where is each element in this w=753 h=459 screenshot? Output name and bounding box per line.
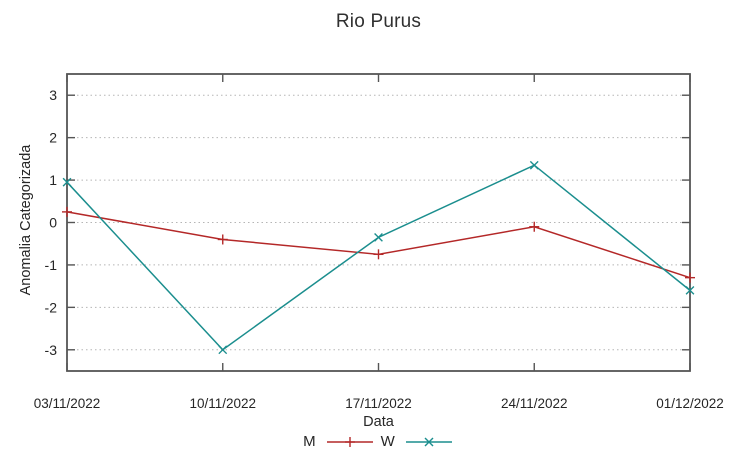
x-axis-title: Data — [363, 414, 394, 430]
chart-title: Rio Purus — [335, 11, 422, 32]
legend-swatch-W — [405, 437, 452, 447]
series-line-M — [66, 211, 691, 279]
x-tick-label: 01/12/2022 — [656, 396, 724, 411]
y-tick-label: 2 — [49, 130, 57, 146]
legend-swatch-M — [326, 437, 373, 447]
legend-label-M: M — [303, 433, 316, 450]
marker-cross — [374, 232, 383, 242]
y-axis-title: Anomalia Categorizada — [18, 144, 34, 296]
marker-cross — [685, 285, 695, 295]
legend-item-W: W — [381, 433, 454, 451]
y-tick-label: 1 — [49, 172, 57, 188]
y-tick-label: -3 — [45, 342, 58, 358]
plot-frame — [66, 73, 691, 372]
y-tick-label: -2 — [45, 299, 58, 315]
y-tick-label: -1 — [45, 257, 58, 273]
marker-cross — [62, 177, 72, 187]
y-tick-label: 3 — [49, 87, 57, 103]
legend-item-M: M — [303, 433, 375, 451]
marker-cross — [529, 160, 539, 170]
marker-cross — [218, 345, 228, 355]
x-tick-label: 17/11/2022 — [345, 396, 412, 411]
x-tick-label: 03/11/2022 — [34, 396, 101, 411]
x-tick-label: 10/11/2022 — [189, 396, 256, 411]
x-tick-label: 24/11/2022 — [501, 396, 568, 411]
y-tick-label: 0 — [49, 215, 57, 231]
legend-label-W: W — [380, 433, 395, 450]
